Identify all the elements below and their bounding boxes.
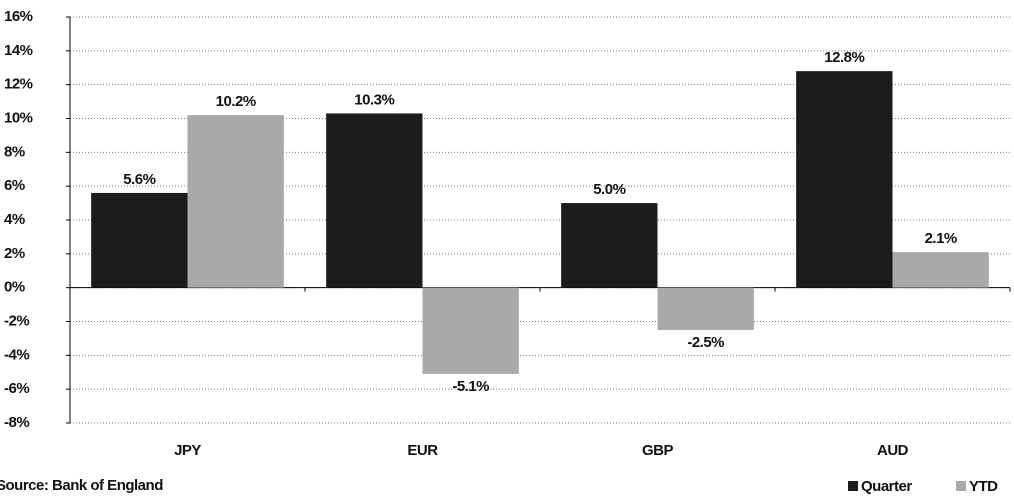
- y-tick-label: -8%: [4, 414, 29, 431]
- x-tick-label: GBP: [642, 442, 674, 459]
- y-tick-label: 12%: [4, 76, 33, 93]
- y-tick-label: -4%: [4, 346, 29, 363]
- bar: [561, 203, 658, 288]
- legend-swatch: [848, 481, 858, 491]
- data-label: 5.6%: [123, 171, 155, 188]
- bar: [892, 252, 989, 288]
- y-tick-label: 2%: [4, 245, 25, 262]
- data-label: 12.8%: [824, 49, 864, 66]
- bar: [91, 192, 188, 288]
- y-tick-label: -2%: [4, 312, 29, 329]
- data-label: 10.2%: [216, 93, 256, 110]
- x-tick-label: JPY: [174, 442, 201, 459]
- y-tick-label: 6%: [4, 177, 25, 194]
- legend-swatch: [956, 481, 966, 491]
- data-label: -5.1%: [452, 378, 489, 395]
- bar: [422, 287, 519, 374]
- data-label: 10.3%: [354, 91, 394, 108]
- y-tick-label: 0%: [4, 279, 25, 296]
- y-tick-label: -6%: [4, 380, 29, 397]
- y-tick-label: 14%: [4, 42, 33, 59]
- data-label: 2.1%: [925, 230, 957, 247]
- bar: [187, 115, 284, 288]
- x-tick-label: AUD: [877, 442, 909, 459]
- source-note: Source: Bank of England: [0, 477, 163, 494]
- data-label: -2.5%: [687, 334, 724, 351]
- x-tick-label: EUR: [407, 442, 438, 459]
- data-label: 5.0%: [593, 181, 625, 198]
- y-tick-label: 8%: [4, 143, 25, 160]
- legend-label: YTD: [969, 478, 998, 495]
- bar: [657, 287, 754, 330]
- y-tick-label: 10%: [4, 109, 33, 126]
- y-tick-label: 16%: [4, 8, 33, 25]
- y-tick-label: 4%: [4, 211, 25, 228]
- bar: [326, 113, 423, 288]
- legend-label: Quarter: [861, 478, 912, 495]
- bar: [796, 71, 893, 288]
